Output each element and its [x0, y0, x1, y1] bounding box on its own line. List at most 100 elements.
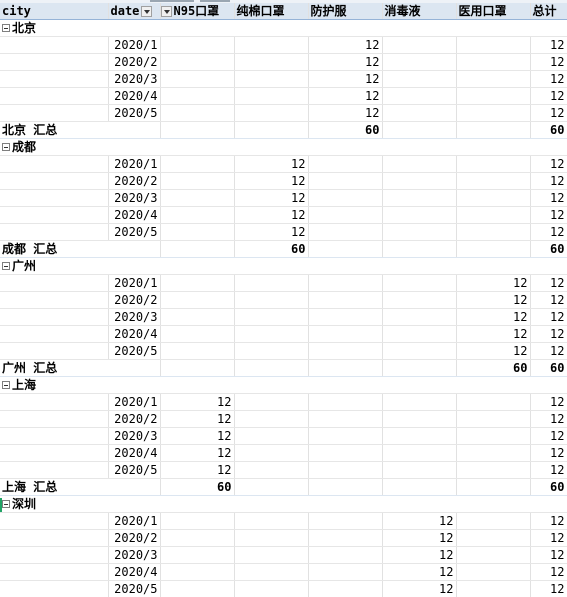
column-header-cell: 总计 — [530, 3, 567, 20]
column-header-cell: 医用口罩 — [456, 3, 531, 20]
value-cell — [382, 291, 457, 309]
city-group-row: 北京 — [0, 19, 567, 37]
cell-value: 12 — [439, 582, 454, 596]
subtotal-value-cell: 60 — [530, 478, 567, 496]
collapse-toggle-icon[interactable] — [2, 143, 10, 151]
value-cell: 12 — [234, 172, 309, 190]
cell-value: 12 — [513, 276, 528, 290]
subtotal-value-cell — [308, 478, 383, 496]
value-cell — [308, 563, 383, 581]
cell-value: 12 — [513, 344, 528, 358]
value-cell: 12 — [456, 274, 531, 292]
city-filter-dropdown-icon[interactable] — [160, 6, 172, 17]
value-cell — [456, 206, 531, 224]
date-value: 2020/3 — [114, 429, 158, 443]
cell-value: 12 — [550, 310, 565, 324]
date-filter-dropdown-icon[interactable] — [141, 6, 153, 17]
date-value: 2020/3 — [114, 72, 158, 86]
cell-value: 12 — [217, 446, 232, 460]
date-header-label: date — [110, 4, 140, 18]
column-header-label: 消毒液 — [384, 4, 421, 18]
empty-city-cell — [0, 410, 109, 428]
cell-value: 12 — [550, 344, 565, 358]
value-cell — [160, 563, 235, 581]
date-cell: 2020/4 — [108, 444, 161, 462]
value-cell: 12 — [530, 223, 567, 241]
subtotal-value: 60 — [550, 242, 565, 256]
pivot-data-row: 2020/1 12 12 — [0, 393, 567, 411]
value-cell — [160, 223, 235, 241]
empty-city-cell — [0, 172, 109, 190]
subtotal-value-cell — [234, 359, 309, 377]
city-name: 北京 — [12, 21, 37, 35]
pivot-data-row: 2020/3 12 12 — [0, 308, 567, 326]
pivot-header-row: city date N95口罩 纯棉口罩 防护服 消毒液 医用口罩 总计 — [0, 3, 567, 20]
value-cell — [160, 546, 235, 564]
value-cell: 12 — [530, 70, 567, 88]
empty-city-cell — [0, 70, 109, 88]
cell-value: 12 — [513, 327, 528, 341]
cell-value: 12 — [550, 412, 565, 426]
date-value: 2020/5 — [114, 106, 158, 120]
column-header-cell: 消毒液 — [382, 3, 457, 20]
value-cell — [382, 393, 457, 411]
value-cell — [382, 308, 457, 326]
date-cell: 2020/3 — [108, 189, 161, 207]
subtotal-label: 广州 汇总 — [2, 361, 58, 375]
pivot-data-row: 2020/3 12 12 — [0, 427, 567, 445]
date-value: 2020/1 — [114, 38, 158, 52]
value-cell: 12 — [456, 291, 531, 309]
pivot-data-row: 2020/4 12 12 — [0, 206, 567, 224]
value-cell — [160, 104, 235, 122]
date-cell: 2020/2 — [108, 291, 161, 309]
cell-value: 12 — [550, 225, 565, 239]
value-cell: 12 — [308, 87, 383, 105]
city-name: 上海 — [12, 378, 37, 392]
column-header-label: 纯棉口罩 — [236, 4, 285, 18]
value-cell: 12 — [530, 529, 567, 547]
pivot-data-row: 2020/4 12 12 — [0, 87, 567, 105]
value-cell: 12 — [530, 512, 567, 530]
cell-value: 12 — [550, 157, 565, 171]
date-value: 2020/5 — [114, 344, 158, 358]
value-cell: 12 — [456, 325, 531, 343]
date-cell: 2020/4 — [108, 563, 161, 581]
cell-value: 12 — [217, 429, 232, 443]
value-cell — [308, 325, 383, 343]
subtotal-value-cell: 60 — [308, 121, 383, 139]
value-cell — [160, 53, 235, 71]
value-cell — [382, 325, 457, 343]
value-cell — [382, 410, 457, 428]
value-cell — [382, 444, 457, 462]
date-value: 2020/5 — [114, 463, 158, 477]
subtotal-value-cell — [382, 240, 457, 258]
value-cell — [234, 427, 309, 445]
value-cell: 12 — [530, 274, 567, 292]
subtotal-value: 60 — [550, 480, 565, 494]
cut-off-row-strip — [0, 0, 567, 3]
value-cell: 12 — [308, 70, 383, 88]
cell-value: 12 — [550, 446, 565, 460]
value-cell — [308, 223, 383, 241]
empty-city-cell — [0, 155, 109, 173]
date-cell: 2020/3 — [108, 70, 161, 88]
value-cell: 12 — [308, 53, 383, 71]
date-cell: 2020/3 — [108, 308, 161, 326]
collapse-toggle-icon[interactable] — [2, 24, 10, 32]
pivot-data-row: 2020/2 12 12 — [0, 172, 567, 190]
cut-off-fragment — [200, 0, 230, 2]
value-cell: 12 — [530, 342, 567, 360]
collapse-toggle-icon[interactable] — [2, 262, 10, 270]
date-cell: 2020/2 — [108, 172, 161, 190]
value-cell — [308, 461, 383, 479]
collapse-toggle-icon[interactable] — [2, 381, 10, 389]
value-cell: 12 — [382, 546, 457, 564]
cell-value: 12 — [550, 327, 565, 341]
collapse-toggle-icon[interactable] — [2, 500, 10, 508]
date-value: 2020/1 — [114, 514, 158, 528]
value-cell — [160, 291, 235, 309]
subtotal-value-cell — [234, 121, 309, 139]
value-cell — [456, 444, 531, 462]
cell-value: 12 — [550, 429, 565, 443]
